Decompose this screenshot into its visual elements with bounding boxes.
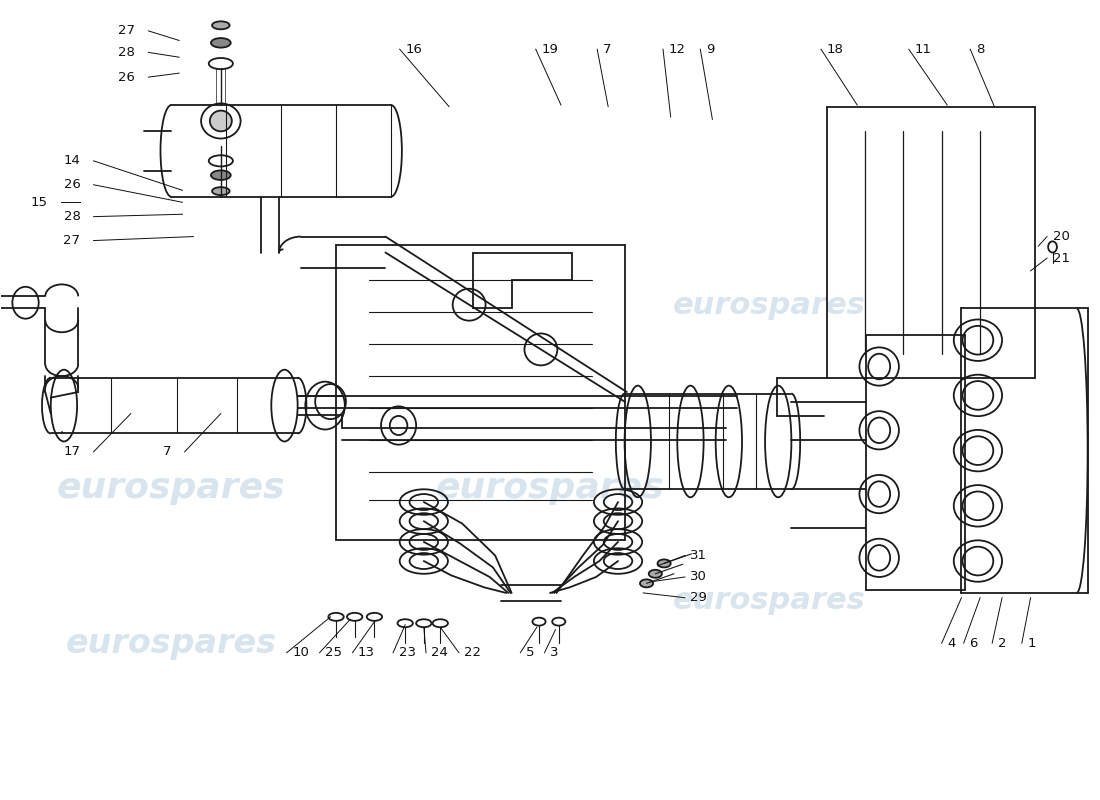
Text: eurospares: eurospares <box>673 586 866 615</box>
Ellipse shape <box>210 110 232 131</box>
Text: 22: 22 <box>464 646 482 659</box>
Ellipse shape <box>211 170 231 180</box>
Text: 8: 8 <box>976 42 984 56</box>
Text: 27: 27 <box>64 234 80 247</box>
Text: eurospares: eurospares <box>57 470 286 505</box>
Text: 31: 31 <box>691 549 707 562</box>
Text: eurospares: eurospares <box>436 470 664 505</box>
Text: 26: 26 <box>64 178 80 191</box>
Text: 28: 28 <box>64 210 80 223</box>
Ellipse shape <box>649 570 662 578</box>
Ellipse shape <box>212 22 230 30</box>
Text: 11: 11 <box>914 42 932 56</box>
Text: 27: 27 <box>119 24 135 38</box>
Text: 28: 28 <box>119 46 135 59</box>
Text: 12: 12 <box>669 42 685 56</box>
Text: 4: 4 <box>947 637 956 650</box>
Text: 19: 19 <box>541 42 558 56</box>
Text: 1: 1 <box>1027 637 1036 650</box>
Text: eurospares: eurospares <box>66 626 277 660</box>
Text: eurospares: eurospares <box>673 291 866 321</box>
Ellipse shape <box>212 187 230 195</box>
Text: 14: 14 <box>64 154 80 167</box>
Text: 6: 6 <box>969 637 978 650</box>
Text: 7: 7 <box>163 446 172 458</box>
Text: 29: 29 <box>691 591 707 604</box>
Text: 2: 2 <box>998 637 1006 650</box>
Text: 23: 23 <box>398 646 416 659</box>
Text: 10: 10 <box>293 646 309 659</box>
Text: 3: 3 <box>550 646 559 659</box>
Text: 26: 26 <box>119 70 135 84</box>
Text: 13: 13 <box>358 646 375 659</box>
Text: 20: 20 <box>1053 230 1069 243</box>
Text: 5: 5 <box>526 646 535 659</box>
Text: 16: 16 <box>405 42 422 56</box>
Text: 21: 21 <box>1053 251 1069 265</box>
Ellipse shape <box>658 559 671 567</box>
Text: 15: 15 <box>31 196 47 209</box>
Text: 18: 18 <box>826 42 844 56</box>
Text: 9: 9 <box>706 42 714 56</box>
Text: 17: 17 <box>64 446 80 458</box>
Text: 30: 30 <box>691 570 707 583</box>
Text: 7: 7 <box>603 42 612 56</box>
Text: 25: 25 <box>326 646 342 659</box>
Ellipse shape <box>640 579 653 587</box>
Text: 24: 24 <box>431 646 449 659</box>
Ellipse shape <box>211 38 231 48</box>
